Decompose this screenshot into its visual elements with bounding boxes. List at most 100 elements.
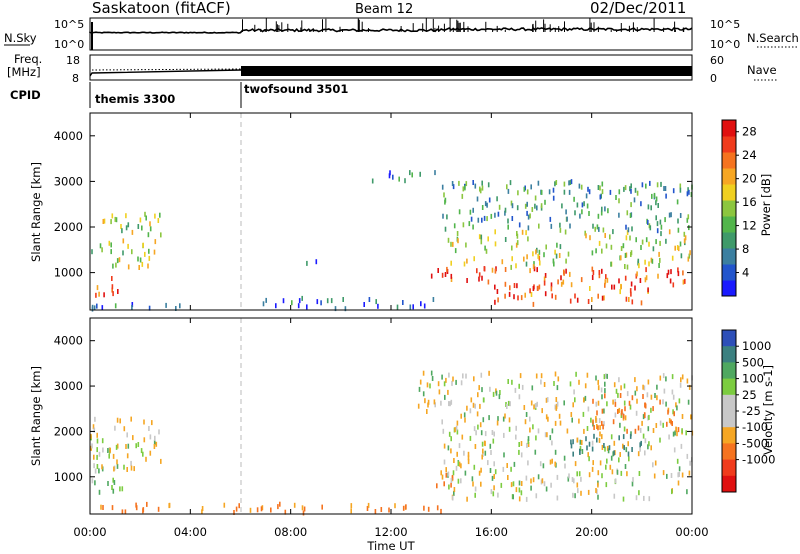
echo-cell [468,221,471,227]
echo-cell [168,502,171,508]
echo-cell [647,426,650,432]
echo-cell [549,459,552,465]
echo-cell [149,434,152,440]
echo-cell [523,405,526,410]
echo-cell [652,406,654,412]
echo-cell [91,478,94,484]
echo-cell [145,215,147,221]
echo-cell [147,263,149,269]
echo-cell [540,373,543,379]
echo-cell [559,222,561,228]
echo-cell [650,205,652,211]
echo-cell [552,195,555,201]
echo-cell [480,467,482,473]
echo-cell [450,273,453,279]
echo-cell [666,421,668,427]
echo-cell [591,250,594,256]
echo-cell [447,389,449,395]
echo-cell [448,372,450,378]
echo-cell [487,279,490,285]
echo-cell [477,424,479,430]
echo-cell [466,496,468,502]
echo-cell [532,477,535,483]
echo-cell [450,241,452,247]
echo-cell [596,224,599,230]
echo-cell [538,284,541,290]
echo-cell [610,261,612,267]
echo-cell [506,463,508,468]
echo-cell [601,206,603,212]
echo-cell [490,489,493,495]
echo-cell [535,493,538,499]
echo-cell [566,216,568,222]
echo-cell [596,437,598,443]
echo-cell [90,433,92,439]
echo-cell [442,428,445,434]
echo-cell [617,409,619,414]
echo-cell [605,243,608,249]
echo-cell [508,291,511,297]
echo-cell [454,427,456,433]
echo-cell [445,377,447,383]
echo-cell [366,506,369,511]
echo-cell [674,430,676,436]
echo-cell [527,214,530,220]
echo-cell [653,192,656,198]
echo-cell [592,223,594,229]
echo-cell [457,461,460,467]
echo-cell [113,480,116,485]
echo-cell [563,189,566,195]
echo-cell [601,295,604,301]
echo-cell [458,461,461,467]
echo-cell [588,441,591,447]
echo-cell [149,450,152,456]
echo-cell [489,468,492,473]
echo-cell [636,398,638,404]
echo-cell [507,400,510,406]
echo-cell [113,466,115,472]
echo-cell [555,180,558,185]
echo-cell [98,451,101,457]
nave-tick-bottom: 0 [710,72,717,85]
echo-cell [648,241,650,247]
echo-cell [141,225,143,231]
echo-cell [630,431,632,437]
echo-cell [98,489,101,495]
echo-cell [452,241,454,247]
echo-cell [519,373,522,379]
echo-cell [537,285,539,291]
echo-cell [565,209,567,215]
echo-cell [632,477,634,483]
echo-cell [556,401,559,407]
echo-cell [672,282,675,288]
echo-cell [618,212,620,218]
echo-cell [640,245,642,250]
echo-cell [102,505,104,510]
colorbar-tick-label: -1000 [742,453,775,467]
echo-cell [422,391,425,397]
echo-cell [581,449,584,454]
echo-cell [543,252,545,258]
echo-cell [578,379,580,385]
echo-cell [402,505,405,511]
echo-cell [315,259,318,265]
echo-cell [261,505,264,511]
echo-cell [160,458,162,464]
echo-cell [567,251,570,257]
echo-cell [516,283,518,289]
echo-cell [482,417,485,423]
echo-cell [151,420,153,426]
echo-cell [411,172,413,178]
echo-cell [660,224,663,230]
echo-cell [679,187,682,193]
echo-cell [491,267,494,273]
echo-cell [455,379,457,385]
echo-cell [483,266,486,272]
echo-cell [542,463,545,469]
echo-cell [512,481,515,487]
colorbar-swatch [722,136,736,153]
echo-cell [569,180,572,185]
nsearch-tick-top: 10^5 [710,18,740,31]
noise-strip: N.Sky 10^5 10^0 10^5 10^0 N.Search [4,17,799,51]
echo-cell [580,476,582,482]
